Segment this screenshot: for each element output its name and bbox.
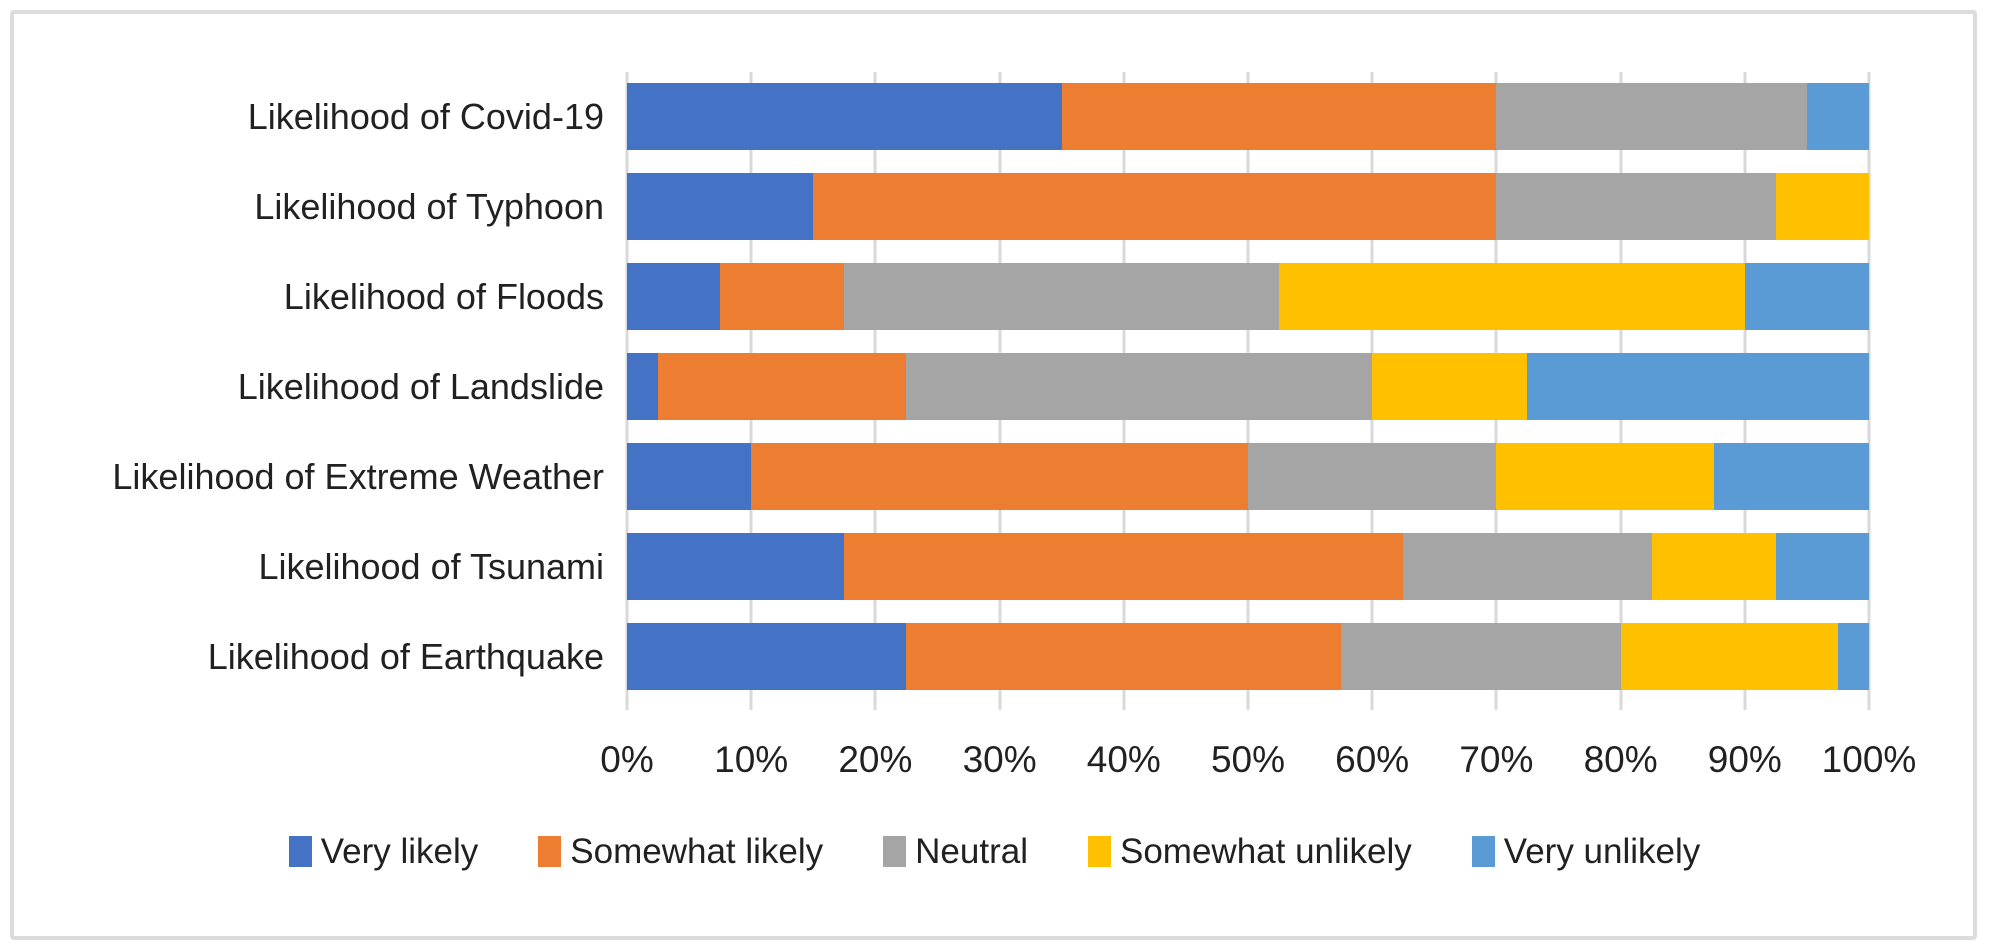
bar-track: [627, 83, 1869, 150]
bar-segment[interactable]: [627, 173, 814, 240]
bar-segment[interactable]: [1806, 83, 1869, 150]
bar-segment[interactable]: [751, 443, 1248, 510]
axis-tick: [1743, 697, 1747, 710]
bar-track: [627, 263, 1869, 330]
bar-segment[interactable]: [627, 353, 659, 420]
bar-segment[interactable]: [813, 173, 1497, 240]
bar-segment[interactable]: [1279, 263, 1745, 330]
axis-tick: [1619, 697, 1623, 710]
bar-segment[interactable]: [844, 263, 1280, 330]
axis-tick-label: 90%: [1707, 739, 1782, 780]
legend-swatch-icon: [288, 836, 312, 867]
category-label: Likelihood of Tsunami: [258, 545, 604, 587]
axis-tick: [749, 697, 753, 710]
bar-segment[interactable]: [1496, 443, 1714, 510]
legend-swatch-icon: [1471, 836, 1495, 867]
axis-tick-label: 10%: [714, 739, 789, 780]
bar-segment[interactable]: [720, 263, 845, 330]
bar-segment[interactable]: [658, 353, 907, 420]
axis-tick-label: 50%: [1210, 739, 1286, 780]
legend-swatch-icon: [1087, 836, 1111, 867]
legend-label: Somewhat unlikely: [1119, 832, 1412, 871]
bar-segment[interactable]: [1061, 83, 1497, 150]
legend-label: Neutral: [915, 832, 1028, 871]
gridline: [1867, 72, 1871, 697]
axis-tick: [1494, 697, 1498, 710]
bar-segment[interactable]: [1372, 353, 1528, 420]
category-label: Likelihood of Earthquake: [207, 635, 604, 677]
bar-segment[interactable]: [1651, 533, 1776, 600]
category-label: Likelihood of Typhoon: [254, 185, 604, 227]
bar-segment[interactable]: [627, 263, 721, 330]
bar-segment[interactable]: [627, 443, 752, 510]
axis-tick-label: 30%: [962, 739, 1037, 780]
bar-segment[interactable]: [1744, 263, 1869, 330]
bar-track: [627, 353, 1869, 420]
legend: Very likely Somewhat likely Neutral Somewha…: [0, 834, 1989, 869]
axis-tick: [998, 697, 1002, 710]
axis-tick-label: 0%: [600, 739, 654, 780]
axis-tick: [1246, 697, 1250, 710]
category-label: Likelihood of Landslide: [237, 365, 604, 407]
bar-segment[interactable]: [1620, 623, 1838, 690]
bar-track: [627, 443, 1869, 510]
bar-segment[interactable]: [844, 533, 1404, 600]
legend-label: Very unlikely: [1503, 832, 1701, 871]
legend-item[interactable]: Neutral: [883, 834, 1028, 869]
bar-segment[interactable]: [627, 623, 907, 690]
legend-label: Somewhat likely: [570, 832, 824, 871]
category-label: Likelihood of Covid-19: [247, 95, 604, 137]
bar-segment[interactable]: [1775, 533, 1869, 600]
legend-item[interactable]: Somewhat unlikely: [1087, 832, 1412, 871]
axis-tick: [1122, 697, 1126, 710]
axis-tick-label: 60%: [1335, 739, 1410, 780]
axis-tick-label: 40%: [1086, 739, 1161, 780]
category-label: Likelihood of Floods: [283, 275, 604, 317]
bar-segment[interactable]: [1403, 533, 1652, 600]
bar-segment[interactable]: [1496, 83, 1807, 150]
axis-tick-label: 100%: [1821, 739, 1917, 780]
axis-tick: [1370, 697, 1374, 710]
bar-segment[interactable]: [627, 83, 1062, 150]
bar-segment[interactable]: [1837, 623, 1869, 690]
axis-tick: [625, 697, 629, 710]
bar-track: [627, 173, 1869, 240]
bar-track: [627, 533, 1869, 600]
axis-tick-label: 70%: [1459, 739, 1534, 780]
bar-track: [627, 623, 1869, 690]
bar-segment[interactable]: [627, 533, 845, 600]
bar-segment[interactable]: [1247, 443, 1497, 510]
bar-segment[interactable]: [1496, 173, 1776, 240]
legend-item[interactable]: Very likely: [288, 832, 479, 871]
axis-tick: [873, 697, 877, 710]
axis-tick-label: 80%: [1583, 739, 1658, 780]
bar-segment[interactable]: [1341, 623, 1621, 690]
bar-segment[interactable]: [1775, 173, 1869, 240]
bar-segment[interactable]: [1527, 353, 1869, 420]
category-label: Likelihood of Extreme Weather: [112, 455, 604, 497]
bar-segment[interactable]: [906, 623, 1342, 690]
legend-label: Very likely: [320, 832, 479, 871]
axis-tick-label: 20%: [838, 739, 913, 780]
legend-swatch-icon: [538, 836, 562, 867]
bar-segment[interactable]: [1713, 443, 1869, 510]
legend-item[interactable]: Somewhat likely: [538, 834, 823, 869]
axis-tick: [1867, 697, 1871, 710]
legend-item[interactable]: Very unlikely: [1471, 832, 1701, 871]
legend-swatch-icon: [883, 836, 907, 867]
bar-segment[interactable]: [906, 353, 1373, 420]
